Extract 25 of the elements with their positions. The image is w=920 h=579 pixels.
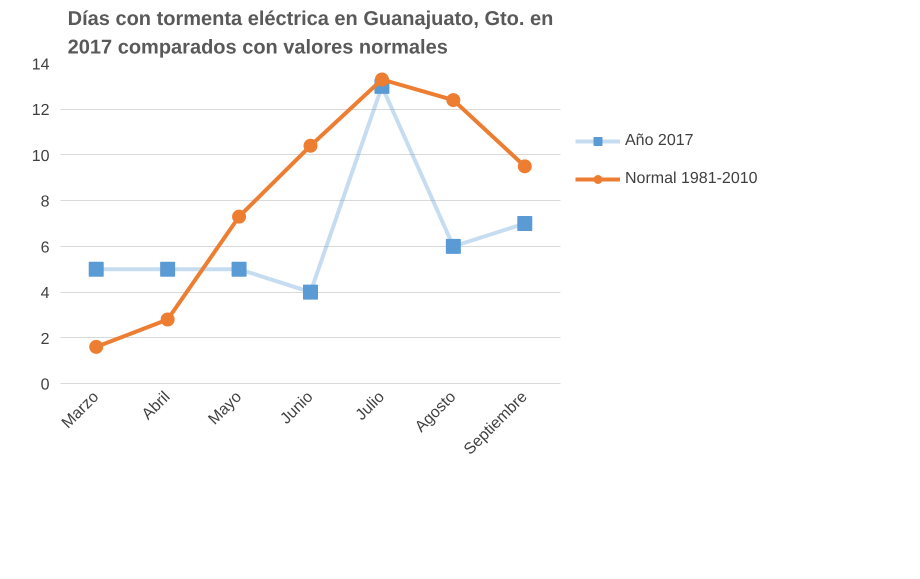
point (518, 159, 532, 174)
y-tick-label: 14 (32, 56, 50, 74)
point (160, 262, 176, 277)
legend-label: Normal 1981-2010 (625, 170, 758, 188)
point (446, 93, 460, 108)
point (446, 238, 461, 254)
y-tick-label: 10 (32, 148, 50, 165)
x-tick-label: Julio (352, 388, 388, 424)
point (89, 340, 104, 354)
y-tick-label: 4 (40, 285, 50, 302)
chart-title: Días con tormenta eléctrica en Guanajuato, Gto. en 2017 comparados con valores normales (68, 8, 554, 58)
point (374, 72, 389, 86)
y-tick-label: 2 (40, 330, 50, 348)
y-tick-label: 6 (40, 239, 50, 256)
point (304, 138, 318, 153)
point (303, 284, 318, 300)
point (232, 262, 247, 277)
y-tick-label: 0 (40, 376, 50, 394)
point (160, 312, 175, 326)
point (232, 210, 246, 224)
y-tick-label: 8 (40, 194, 50, 211)
point (517, 216, 532, 231)
y-tick-label: 12 (32, 102, 50, 120)
legend-label: Año 2017 (625, 132, 694, 150)
point (88, 262, 104, 277)
